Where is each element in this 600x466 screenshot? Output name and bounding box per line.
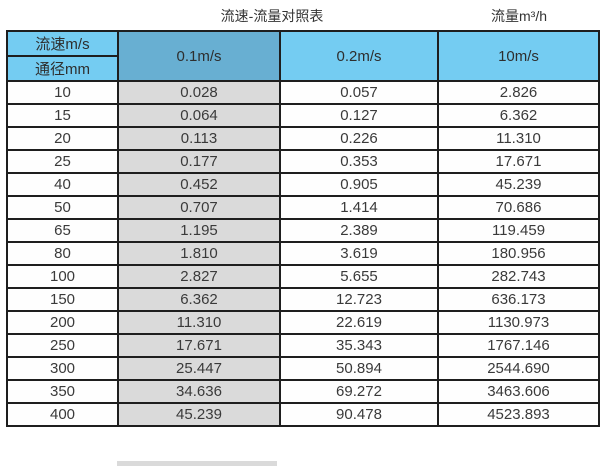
value-cell: 25.447 bbox=[117, 356, 281, 381]
header-row-bottom: 通径mm bbox=[6, 55, 599, 82]
value-cell: 22.619 bbox=[279, 310, 439, 335]
table-row: 15 0.064 0.127 6.362 bbox=[6, 103, 600, 128]
value-cell: 0.028 bbox=[117, 80, 281, 105]
value-cell: 4523.893 bbox=[437, 402, 600, 427]
value-cell: 0.064 bbox=[117, 103, 281, 128]
diameter-cell: 400 bbox=[6, 402, 119, 427]
value-cell: 45.239 bbox=[437, 172, 600, 197]
value-cell: 45.239 bbox=[117, 402, 281, 427]
value-cell: 0.353 bbox=[279, 149, 439, 174]
value-cell: 2.827 bbox=[117, 264, 281, 289]
diameter-cell: 25 bbox=[6, 149, 119, 174]
diameter-cell: 350 bbox=[6, 379, 119, 404]
value-cell: 1.414 bbox=[279, 195, 439, 220]
table-row: 300 25.447 50.894 2544.690 bbox=[6, 356, 600, 381]
value-cell: 11.310 bbox=[437, 126, 600, 151]
value-cell: 3.619 bbox=[279, 241, 439, 266]
table-header: 流速m/s 0.1m/s 0.2m/s 10m/s 通径mm bbox=[6, 30, 600, 82]
value-cell: 70.686 bbox=[437, 195, 600, 220]
value-cell: 2544.690 bbox=[437, 356, 600, 381]
table-row: 350 34.636 69.272 3463.606 bbox=[6, 379, 600, 404]
table-row: 50 0.707 1.414 70.686 bbox=[6, 195, 600, 220]
value-cell: 0.127 bbox=[279, 103, 439, 128]
diameter-cell: 150 bbox=[6, 287, 119, 312]
value-cell: 0.226 bbox=[279, 126, 439, 151]
diameter-cell: 200 bbox=[6, 310, 119, 335]
value-cell: 0.113 bbox=[117, 126, 281, 151]
value-cell: 1767.146 bbox=[437, 333, 600, 358]
value-cell: 6.362 bbox=[117, 287, 281, 312]
table-row: 400 45.239 90.478 4523.893 bbox=[6, 402, 600, 427]
value-cell: 35.343 bbox=[279, 333, 439, 358]
diameter-cell: 20 bbox=[6, 126, 119, 151]
table-row: 65 1.195 2.389 119.459 bbox=[6, 218, 600, 243]
value-cell: 50.894 bbox=[279, 356, 439, 381]
table-row: 10 0.028 0.057 2.826 bbox=[6, 80, 600, 105]
value-cell: 1130.973 bbox=[437, 310, 600, 335]
value-cell: 0.177 bbox=[117, 149, 281, 174]
table-body: 10 0.028 0.057 2.826 15 0.064 0.127 6.36… bbox=[6, 80, 600, 427]
column-header-0-2ms: 0.2m/s bbox=[279, 30, 439, 82]
diameter-cell: 40 bbox=[6, 172, 119, 197]
diameter-cell: 80 bbox=[6, 241, 119, 266]
table-row: 20 0.113 0.226 11.310 bbox=[6, 126, 600, 151]
diameter-cell: 10 bbox=[6, 80, 119, 105]
table-row: 80 1.810 3.619 180.956 bbox=[6, 241, 600, 266]
diameter-cell: 250 bbox=[6, 333, 119, 358]
value-cell: 0.057 bbox=[279, 80, 439, 105]
table-row: 150 6.362 12.723 636.173 bbox=[6, 287, 600, 312]
value-cell: 12.723 bbox=[279, 287, 439, 312]
table-title: 流速-流量对照表 bbox=[220, 8, 324, 24]
value-cell: 2.826 bbox=[437, 80, 600, 105]
table-row: 200 11.310 22.619 1130.973 bbox=[6, 310, 600, 335]
title-bar: 流速-流量对照表 流量m³/h bbox=[0, 0, 600, 30]
value-cell: 11.310 bbox=[117, 310, 281, 335]
flow-unit-label: 流量m³/h bbox=[491, 8, 547, 24]
diameter-cell: 300 bbox=[6, 356, 119, 381]
value-cell: 3463.606 bbox=[437, 379, 600, 404]
value-cell: 0.452 bbox=[117, 172, 281, 197]
diameter-cell: 15 bbox=[6, 103, 119, 128]
value-cell: 636.173 bbox=[437, 287, 600, 312]
value-cell: 0.905 bbox=[279, 172, 439, 197]
table-row: 25 0.177 0.353 17.671 bbox=[6, 149, 600, 174]
diameter-cell: 100 bbox=[6, 264, 119, 289]
value-cell: 1.195 bbox=[117, 218, 281, 243]
flow-rate-table: 流速m/s 0.1m/s 0.2m/s 10m/s 通径mm 10 0.028 … bbox=[6, 30, 600, 427]
value-cell: 17.671 bbox=[117, 333, 281, 358]
value-cell: 119.459 bbox=[437, 218, 600, 243]
value-cell: 6.362 bbox=[437, 103, 600, 128]
value-cell: 2.389 bbox=[279, 218, 439, 243]
value-cell: 90.478 bbox=[279, 402, 439, 427]
table-row: 40 0.452 0.905 45.239 bbox=[6, 172, 600, 197]
value-cell: 5.655 bbox=[279, 264, 439, 289]
corner-diameter-label: 通径mm bbox=[6, 55, 119, 82]
table-row: 100 2.827 5.655 282.743 bbox=[6, 264, 600, 289]
value-cell: 17.671 bbox=[437, 149, 600, 174]
column-header-10ms: 10m/s bbox=[437, 30, 600, 82]
column-header-0-1ms: 0.1m/s bbox=[117, 30, 281, 82]
value-cell: 282.743 bbox=[437, 264, 600, 289]
shaded-column-overhang bbox=[117, 461, 277, 466]
table-row: 250 17.671 35.343 1767.146 bbox=[6, 333, 600, 358]
diameter-cell: 50 bbox=[6, 195, 119, 220]
value-cell: 34.636 bbox=[117, 379, 281, 404]
value-cell: 0.707 bbox=[117, 195, 281, 220]
header-row-top: 流速m/s 0.1m/s 0.2m/s 10m/s bbox=[6, 30, 600, 82]
value-cell: 69.272 bbox=[279, 379, 439, 404]
value-cell: 180.956 bbox=[437, 241, 600, 266]
value-cell: 1.810 bbox=[117, 241, 281, 266]
corner-velocity-label: 流速m/s bbox=[6, 30, 119, 57]
diameter-cell: 65 bbox=[6, 218, 119, 243]
